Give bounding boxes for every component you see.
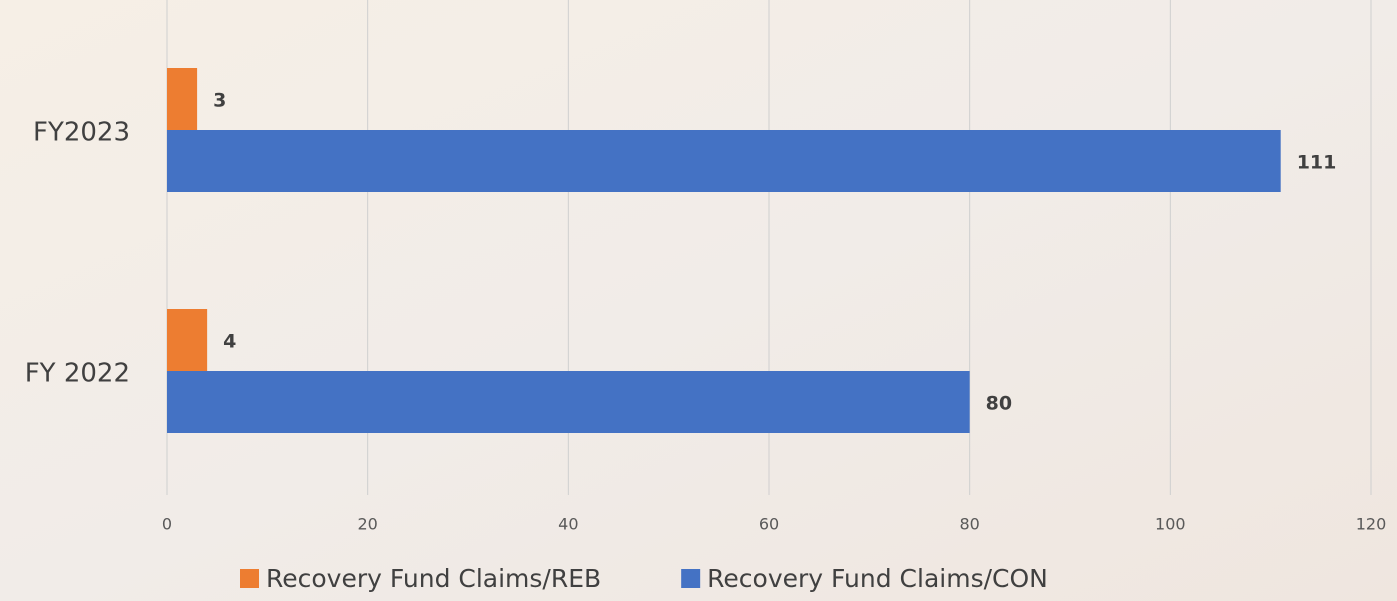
x-tick-label: 80 xyxy=(959,515,979,534)
x-tick-label: 0 xyxy=(162,515,172,534)
legend-label: Recovery Fund Claims/CON xyxy=(707,564,1048,593)
x-tick-label: 120 xyxy=(1356,515,1387,534)
y-tick-label: FY2023 xyxy=(33,118,130,148)
data-label: 80 xyxy=(986,393,1012,415)
bar xyxy=(167,309,208,371)
data-label: 4 xyxy=(223,331,236,353)
x-tick-label: 20 xyxy=(357,515,377,534)
legend-label: Recovery Fund Claims/REB xyxy=(266,564,601,593)
data-label: 111 xyxy=(1297,152,1337,174)
bar xyxy=(167,68,198,130)
x-tick-label: 100 xyxy=(1155,515,1186,534)
legend-swatch xyxy=(240,569,259,588)
x-tick-label: 60 xyxy=(759,515,779,534)
y-tick-label: FY 2022 xyxy=(25,359,130,389)
bar xyxy=(167,371,970,433)
data-label: 3 xyxy=(213,90,226,112)
bar xyxy=(167,130,1281,192)
legend-swatch xyxy=(681,569,701,588)
x-tick-label: 40 xyxy=(558,515,578,534)
